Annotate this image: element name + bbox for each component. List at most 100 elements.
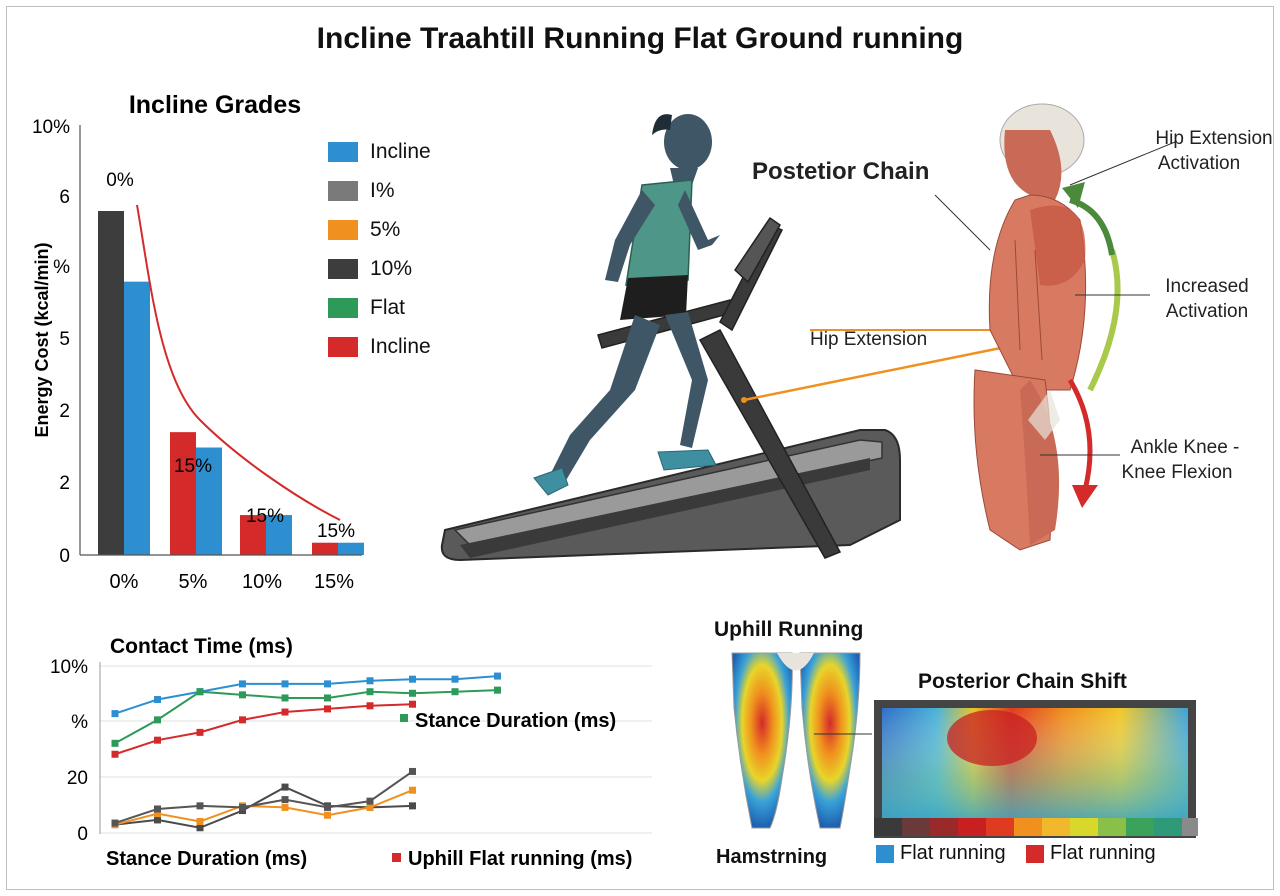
line-point	[111, 819, 119, 827]
bar-data-label: 15%	[174, 456, 212, 477]
line-chart-annotation-stance: Stance Duration (ms)	[415, 710, 616, 732]
line-point	[281, 708, 289, 716]
line-point	[111, 710, 119, 718]
hip-activation-label-2: Activation	[1157, 153, 1241, 174]
green-arrowhead-icon	[1062, 182, 1085, 208]
bar	[124, 281, 150, 555]
legend-item: Incline	[328, 335, 431, 359]
increased-activation-label-2: Activation	[1165, 301, 1249, 322]
legend-item: 10%	[328, 257, 412, 281]
heatmap-overlay	[882, 708, 1188, 830]
activation-arrow-gradient	[1087, 249, 1121, 392]
legend-swatch	[328, 181, 358, 201]
line-point	[154, 696, 161, 704]
line-point	[281, 783, 289, 791]
legend-label: 10%	[370, 257, 413, 280]
bar-chart-data-labels: 0% 15% 15% 15%	[106, 170, 355, 542]
line-series-path	[114, 789, 413, 826]
line-y-tick: 0	[77, 824, 88, 845]
line-series-path	[114, 785, 413, 829]
red-arrowhead-icon	[1072, 485, 1098, 508]
right-hamstring-icon	[799, 652, 861, 829]
line-point	[366, 797, 374, 805]
legend-label: 5%	[370, 218, 401, 241]
heatmap-legend-label: Flat running	[900, 842, 1006, 864]
line-point	[494, 672, 501, 680]
bar	[312, 542, 338, 555]
line-point	[324, 803, 331, 811]
increased-activation-label-1: Increased	[1165, 276, 1249, 297]
line-series-path	[114, 689, 498, 745]
bar-y-tick: 6	[59, 187, 70, 208]
hip-activation-label-1: Hip Extension	[1155, 128, 1273, 149]
legend-item: I%	[328, 179, 395, 203]
line-point	[154, 810, 161, 818]
line-point	[409, 689, 416, 697]
line-point	[451, 675, 459, 683]
bar-y-tick: %	[53, 257, 70, 278]
bar-y-tick: 5	[59, 329, 70, 350]
heatmap-color-scale	[874, 818, 1198, 836]
bar	[170, 432, 196, 555]
line-point	[366, 677, 374, 685]
legend-swatch	[328, 142, 358, 162]
bar-chart-bars	[98, 211, 364, 555]
figure-title: Incline Traahtill Running Flat Ground ru…	[316, 22, 964, 55]
line-point	[239, 691, 246, 699]
line-chart-x-label: Stance Duration (ms)	[106, 848, 307, 870]
bar-y-tick: 2	[59, 473, 70, 494]
line-chart-annotation-marker	[400, 714, 408, 722]
line-point	[196, 824, 204, 832]
bar-x-tick: 0%	[110, 571, 139, 593]
heatmap-legend-item: Flat running	[1026, 842, 1156, 865]
posterior-chain-heatmap	[874, 700, 1196, 838]
heatmap-legend-item: Flat running	[876, 842, 1006, 865]
line-point	[154, 736, 161, 744]
line-y-tick: 20	[67, 768, 88, 789]
line-point	[409, 786, 416, 794]
bar-y-tick: 2	[59, 401, 70, 422]
hamstring-label: Hamstrning	[716, 846, 828, 868]
hip-extension-label: Hip Extension	[810, 329, 928, 350]
bar	[240, 515, 266, 555]
pelvis-icon	[777, 653, 814, 671]
line-chart-annotation-uphill: Uphill Flat running (ms)	[408, 848, 632, 870]
bar-chart-legend: Incline I% 5% 10% Flat Incline	[328, 140, 508, 370]
hip-activation-pointer	[1069, 141, 1176, 186]
line-point	[409, 675, 416, 683]
line-point	[239, 680, 246, 688]
line-series-path	[114, 703, 413, 756]
bar-chart-y-ticks: 0 2 2 5% 6 10%	[32, 117, 70, 567]
line-point	[196, 817, 204, 825]
line-point	[239, 716, 246, 724]
line-point	[324, 694, 331, 702]
legend-item: 5%	[328, 218, 400, 242]
legend-label: Incline	[370, 335, 431, 358]
line-point	[366, 702, 374, 710]
line-series-path	[114, 770, 414, 825]
line-point	[196, 802, 204, 810]
red-down-arrow-icon	[1067, 378, 1093, 491]
heatmap-legend-swatch	[876, 844, 894, 863]
line-point	[281, 803, 289, 811]
incline-grades-chart: Incline Grades Energy Cost (kcal/min) 0 2…	[32, 91, 364, 593]
line-chart-grid	[100, 665, 652, 834]
figure-frame	[6, 6, 1274, 890]
line-series-path	[114, 675, 498, 715]
legend-swatch	[328, 220, 358, 240]
line-chart-series	[111, 672, 501, 832]
legend-label: I%	[370, 179, 395, 202]
line-point	[409, 802, 416, 810]
heatmap-legend-swatch	[1026, 844, 1044, 863]
line-chart-legend-marker	[392, 853, 401, 862]
posterior-chain-shift-title: Posterior Chain Shift	[918, 670, 1127, 693]
line-point	[324, 680, 331, 688]
legend-label: Incline	[370, 140, 431, 163]
hamstring-heatmap	[731, 652, 872, 829]
bar-y-tick: 10%	[32, 117, 70, 138]
line-point	[239, 803, 246, 811]
heatmap-legend-label: Flat running	[1050, 842, 1156, 864]
line-chart-y-ticks: 0 20% 10%	[50, 657, 88, 845]
bar-chart-y-label: Energy Cost (kcal/min)	[32, 242, 52, 437]
bar	[266, 515, 292, 555]
